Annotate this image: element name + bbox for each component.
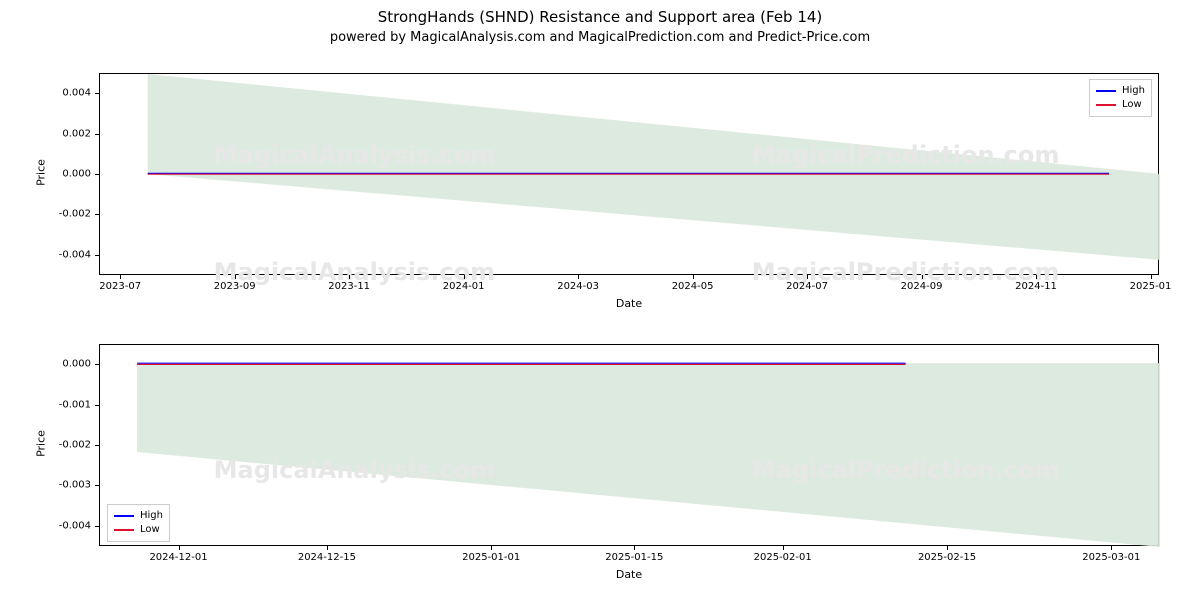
x-tick-mark [327,546,328,550]
y-tick-mark [95,255,99,256]
chart-title: StrongHands (SHND) Resistance and Suppor… [0,8,1200,26]
y-tick-mark [95,445,99,446]
x-tick-label: 2023-09 [214,281,256,292]
x-tick-label: 2024-12-01 [149,552,207,563]
legend-swatch [114,515,134,517]
y-tick-mark [95,364,99,365]
top-chart-panel: MagicalAnalysis.comMagicalPrediction.com… [99,73,1159,275]
chart-subtitle: powered by MagicalAnalysis.com and Magic… [0,30,1200,45]
x-tick-label: 2024-07 [786,281,828,292]
x-tick-mark [1151,275,1152,279]
y-tick-label: -0.002 [51,209,91,220]
top-chart-plot [100,74,1160,276]
y-tick-label: -0.001 [51,399,91,410]
y-tick-mark [95,214,99,215]
top-chart-x-axis-label: Date [99,297,1159,310]
y-tick-label: 0.000 [51,359,91,370]
legend-label: Low [140,523,160,537]
legend-item: Low [114,523,163,537]
y-tick-label: -0.004 [51,520,91,531]
x-tick-mark [578,275,579,279]
y-tick-label: -0.002 [51,440,91,451]
y-tick-label: 0.004 [51,88,91,99]
x-tick-label: 2024-05 [672,281,714,292]
y-tick-mark [95,485,99,486]
x-tick-label: 2024-03 [557,281,599,292]
bottom-chart-x-axis-label: Date [99,568,1159,581]
x-tick-label: 2024-09 [901,281,943,292]
x-tick-label: 2024-12-15 [298,552,356,563]
legend-swatch [1096,104,1116,106]
bottom-chart-panel: MagicalAnalysis.comMagicalPrediction.com [99,344,1159,546]
x-tick-mark [235,275,236,279]
x-tick-label: 2025-01 [1130,281,1172,292]
x-tick-mark [464,275,465,279]
y-tick-mark [95,174,99,175]
x-tick-mark [491,546,492,550]
y-tick-label: 0.002 [51,128,91,139]
x-tick-mark [1111,546,1112,550]
x-tick-label: 2024-01 [443,281,485,292]
top-chart-legend: HighLow [1089,79,1152,117]
legend-label: High [140,509,163,523]
x-tick-label: 2023-07 [99,281,141,292]
y-tick-label: 0.000 [51,169,91,180]
x-tick-label: 2025-01-15 [605,552,663,563]
y-tick-label: -0.003 [51,480,91,491]
y-tick-label: -0.004 [51,249,91,260]
x-tick-mark [120,275,121,279]
y-tick-mark [95,93,99,94]
figure: StrongHands (SHND) Resistance and Suppor… [0,0,1200,600]
legend-label: High [1122,84,1145,98]
legend-item: High [114,509,163,523]
bottom-chart-legend: HighLow [107,504,170,542]
x-tick-mark [922,275,923,279]
legend-item: Low [1096,98,1145,112]
x-tick-mark [807,275,808,279]
x-tick-mark [349,275,350,279]
legend-swatch [114,529,134,531]
top-chart-y-axis-label: Price [35,153,48,193]
x-tick-label: 2024-11 [1015,281,1057,292]
y-tick-mark [95,134,99,135]
x-tick-label: 2025-02-15 [918,552,976,563]
x-tick-mark [634,546,635,550]
legend-label: Low [1122,98,1142,112]
x-tick-mark [1036,275,1037,279]
x-tick-label: 2025-01-01 [462,552,520,563]
x-tick-label: 2023-11 [328,281,370,292]
x-tick-mark [179,546,180,550]
x-tick-mark [693,275,694,279]
x-tick-label: 2025-03-01 [1082,552,1140,563]
x-tick-mark [783,546,784,550]
bottom-chart-plot [100,345,1160,547]
legend-swatch [1096,90,1116,92]
x-tick-label: 2025-02-01 [754,552,812,563]
x-tick-mark [947,546,948,550]
y-tick-mark [95,405,99,406]
bottom-chart-y-axis-label: Price [35,424,48,464]
y-tick-mark [95,526,99,527]
legend-item: High [1096,84,1145,98]
